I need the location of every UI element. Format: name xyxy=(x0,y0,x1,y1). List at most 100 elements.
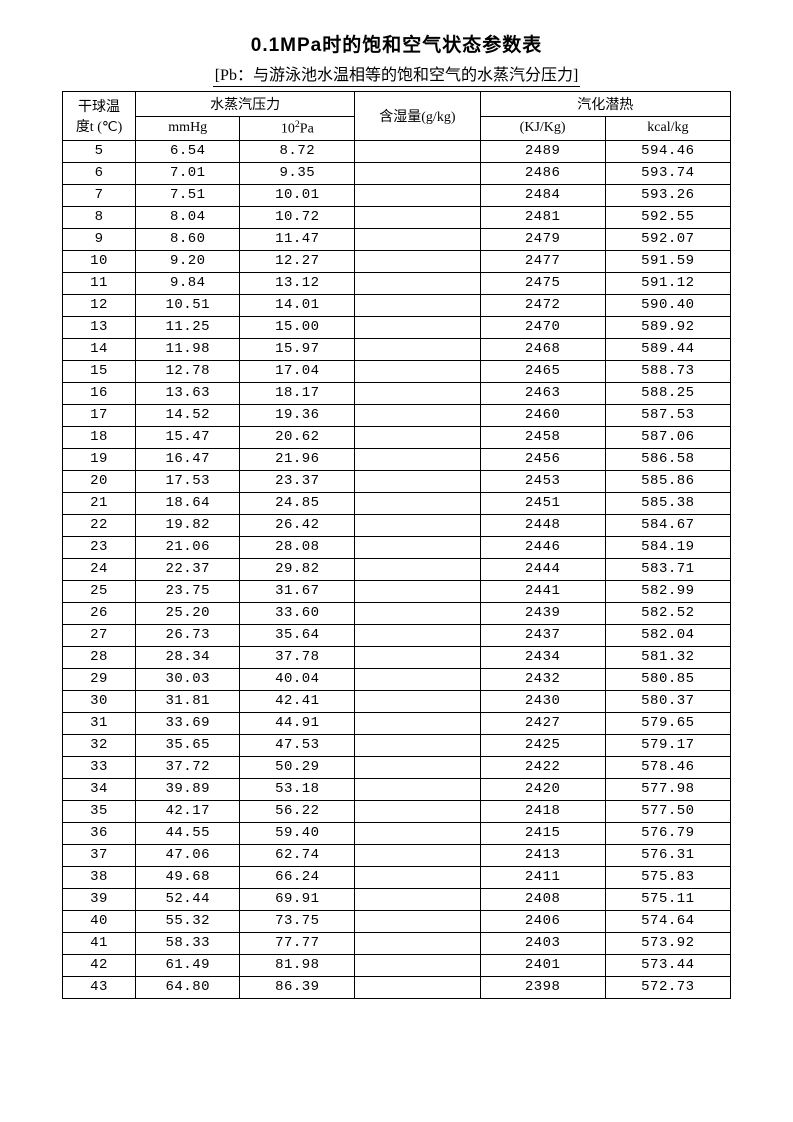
header-pa-suffix: Pa xyxy=(300,122,314,137)
cell-mmhg: 39.89 xyxy=(136,778,240,800)
cell-pa: 9.35 xyxy=(240,162,355,184)
cell-kjkg: 2458 xyxy=(480,426,605,448)
cell-kjkg: 2406 xyxy=(480,910,605,932)
cell-kjkg: 2456 xyxy=(480,448,605,470)
cell-temperature: 6 xyxy=(63,162,136,184)
cell-kjkg: 2437 xyxy=(480,624,605,646)
cell-kcalkg: 589.92 xyxy=(605,316,730,338)
cell-kcalkg: 573.92 xyxy=(605,932,730,954)
cell-humidity xyxy=(355,866,480,888)
cell-mmhg: 52.44 xyxy=(136,888,240,910)
cell-pa: 19.36 xyxy=(240,404,355,426)
cell-temperature: 26 xyxy=(63,602,136,624)
cell-kcalkg: 591.59 xyxy=(605,250,730,272)
cell-mmhg: 14.52 xyxy=(136,404,240,426)
cell-pa: 44.91 xyxy=(240,712,355,734)
table-row: 67.019.352486593.74 xyxy=(63,162,731,184)
cell-kcalkg: 580.85 xyxy=(605,668,730,690)
cell-temperature: 42 xyxy=(63,954,136,976)
cell-kcalkg: 590.40 xyxy=(605,294,730,316)
cell-humidity xyxy=(355,514,480,536)
table-row: 98.6011.472479592.07 xyxy=(63,228,731,250)
table-row: 1916.4721.962456586.58 xyxy=(63,448,731,470)
cell-temperature: 37 xyxy=(63,844,136,866)
cell-temperature: 30 xyxy=(63,690,136,712)
cell-humidity xyxy=(355,756,480,778)
table-row: 2017.5323.372453585.86 xyxy=(63,470,731,492)
cell-temperature: 23 xyxy=(63,536,136,558)
table-row: 4055.3273.752406574.64 xyxy=(63,910,731,932)
cell-kjkg: 2398 xyxy=(480,976,605,998)
cell-mmhg: 44.55 xyxy=(136,822,240,844)
cell-temperature: 13 xyxy=(63,316,136,338)
table-row: 2726.7335.642437582.04 xyxy=(63,624,731,646)
cell-pa: 40.04 xyxy=(240,668,355,690)
cell-kcalkg: 573.44 xyxy=(605,954,730,976)
cell-humidity xyxy=(355,712,480,734)
cell-mmhg: 18.64 xyxy=(136,492,240,514)
cell-humidity xyxy=(355,734,480,756)
cell-mmhg: 10.51 xyxy=(136,294,240,316)
cell-pa: 11.47 xyxy=(240,228,355,250)
cell-humidity xyxy=(355,800,480,822)
cell-pa: 47.53 xyxy=(240,734,355,756)
cell-pa: 59.40 xyxy=(240,822,355,844)
cell-kcalkg: 577.50 xyxy=(605,800,730,822)
cell-kjkg: 2420 xyxy=(480,778,605,800)
cell-kjkg: 2403 xyxy=(480,932,605,954)
cell-humidity xyxy=(355,228,480,250)
cell-mmhg: 6.54 xyxy=(136,140,240,162)
cell-temperature: 17 xyxy=(63,404,136,426)
cell-mmhg: 8.60 xyxy=(136,228,240,250)
cell-pa: 24.85 xyxy=(240,492,355,514)
cell-kcalkg: 576.31 xyxy=(605,844,730,866)
cell-humidity xyxy=(355,888,480,910)
header-mmhg: mmHg xyxy=(136,117,240,141)
cell-temperature: 18 xyxy=(63,426,136,448)
cell-humidity xyxy=(355,822,480,844)
table-row: 3542.1756.222418577.50 xyxy=(63,800,731,822)
cell-kjkg: 2439 xyxy=(480,602,605,624)
cell-temperature: 36 xyxy=(63,822,136,844)
cell-kjkg: 2465 xyxy=(480,360,605,382)
cell-kcalkg: 572.73 xyxy=(605,976,730,998)
cell-mmhg: 13.63 xyxy=(136,382,240,404)
cell-mmhg: 21.06 xyxy=(136,536,240,558)
cell-temperature: 19 xyxy=(63,448,136,470)
cell-kjkg: 2408 xyxy=(480,888,605,910)
cell-pa: 15.97 xyxy=(240,338,355,360)
cell-kjkg: 2484 xyxy=(480,184,605,206)
cell-mmhg: 15.47 xyxy=(136,426,240,448)
cell-temperature: 41 xyxy=(63,932,136,954)
cell-temperature: 38 xyxy=(63,866,136,888)
cell-kjkg: 2463 xyxy=(480,382,605,404)
cell-humidity xyxy=(355,910,480,932)
cell-kjkg: 2470 xyxy=(480,316,605,338)
header-kcalkg: kcal/kg xyxy=(605,117,730,141)
cell-pa: 21.96 xyxy=(240,448,355,470)
cell-kjkg: 2479 xyxy=(480,228,605,250)
cell-mmhg: 22.37 xyxy=(136,558,240,580)
table-row: 1210.5114.012472590.40 xyxy=(63,294,731,316)
cell-mmhg: 42.17 xyxy=(136,800,240,822)
subtitle-text: [Pb：与游泳池水温相等的饱和空气的水蒸汽分压力] xyxy=(213,61,581,87)
cell-temperature: 35 xyxy=(63,800,136,822)
cell-humidity xyxy=(355,294,480,316)
cell-mmhg: 11.25 xyxy=(136,316,240,338)
cell-kjkg: 2401 xyxy=(480,954,605,976)
cell-mmhg: 33.69 xyxy=(136,712,240,734)
cell-mmhg: 23.75 xyxy=(136,580,240,602)
cell-mmhg: 25.20 xyxy=(136,602,240,624)
cell-kcalkg: 575.11 xyxy=(605,888,730,910)
table-row: 88.0410.722481592.55 xyxy=(63,206,731,228)
cell-kjkg: 2453 xyxy=(480,470,605,492)
cell-temperature: 31 xyxy=(63,712,136,734)
cell-pa: 37.78 xyxy=(240,646,355,668)
cell-mmhg: 17.53 xyxy=(136,470,240,492)
cell-kcalkg: 580.37 xyxy=(605,690,730,712)
header-kjkg: (KJ/Kg) xyxy=(480,117,605,141)
cell-kjkg: 2430 xyxy=(480,690,605,712)
cell-humidity xyxy=(355,272,480,294)
cell-kcalkg: 582.99 xyxy=(605,580,730,602)
table-row: 3747.0662.742413576.31 xyxy=(63,844,731,866)
